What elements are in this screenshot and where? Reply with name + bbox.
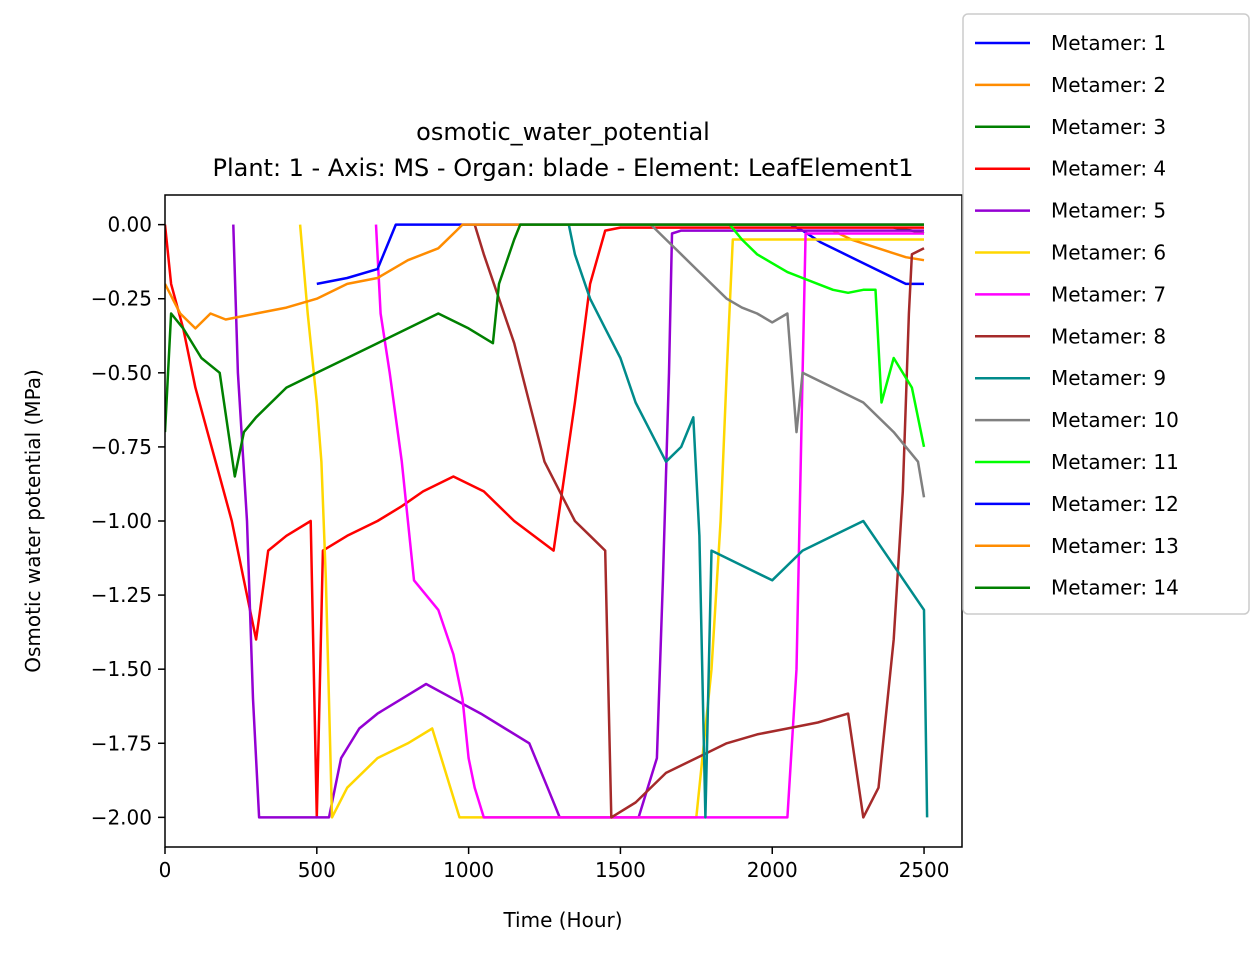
legend-entry-label: Metamer: 13 [1051,534,1179,558]
series-line-metamer-5 [232,224,924,819]
series-line-metamer-10 [649,223,926,498]
chart-subtitle: Plant: 1 - Axis: MS - Organ: blade - Ele… [212,154,913,182]
series-line-metamer-13 [165,223,924,330]
series-layer [165,223,929,819]
y-tick-label: −1.75 [91,731,152,755]
legend-entry-label: Metamer: 9 [1051,366,1166,390]
y-tick-label: −1.50 [91,657,152,681]
series-line-metamer-6 [298,224,924,819]
legend-entry-label: Metamer: 1 [1051,31,1166,55]
y-tick-label: −1.00 [91,509,152,533]
legend-entry-label: Metamer: 3 [1051,115,1166,139]
y-tick-label: −2.00 [91,805,152,829]
y-tick-label: 0.00 [107,213,152,237]
legend-entry-label: Metamer: 6 [1051,241,1166,265]
y-tick-label: −0.50 [91,361,152,385]
series-line-metamer-14 [165,223,924,478]
y-axis-label: Osmotic water potential (MPa) [21,369,45,673]
series-line-metamer-7 [374,224,924,819]
legend-entry-label: Metamer: 8 [1051,324,1166,348]
series-line-metamer-4 [165,224,924,819]
legend-frame [962,13,1250,615]
y-tick-label: −0.25 [91,287,152,311]
y-tick-label: −0.75 [91,435,152,459]
series-line-metamer-11 [728,223,926,448]
legend-entry-label: Metamer: 4 [1051,157,1166,181]
x-tick-label: 2500 [899,858,950,882]
chart-title: osmotic_water_potential [416,118,710,146]
x-tick-label: 500 [298,858,336,882]
x-tick-label: 0 [159,858,172,882]
legend-entry-label: Metamer: 7 [1051,282,1166,306]
series-line-metamer-2 [832,229,925,262]
plot-area [164,194,963,848]
series-line-metamer-8 [473,224,925,819]
legend-entry-label: Metamer: 5 [1051,199,1166,223]
series-line-metamer-9 [567,224,929,819]
title-group: osmotic_water_potential Plant: 1 - Axis:… [212,118,913,182]
legend-entry-label: Metamer: 12 [1051,492,1179,516]
x-axis-label: Time (Hour) [502,908,622,932]
y-tick-label: −1.25 [91,583,152,607]
y-axis: 0.00 −0.25 −0.50 −0.75 −1.00 −1.25 −1.50 −1.75 −… [91,213,165,829]
x-tick-label: 1000 [443,858,494,882]
legend-entry-label: Metamer: 2 [1051,73,1166,97]
x-axis: 0 500 1000 1500 2000 2500 [159,847,950,882]
x-tick-label: 1500 [595,858,646,882]
legend: Metamer: 1 Metamer: 2 Metamer: 3 Metamer: 4… [962,13,1250,615]
legend-entry-label: Metamer: 11 [1051,450,1179,474]
x-tick-label: 2000 [747,858,798,882]
legend-entry-label: Metamer: 14 [1051,576,1179,600]
legend-entry-label: Metamer: 10 [1051,408,1179,432]
